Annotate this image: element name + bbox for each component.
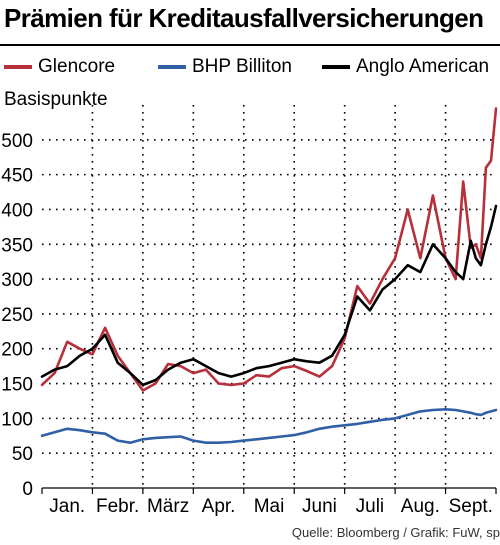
legend-swatch-glencore — [4, 65, 32, 69]
x-tick-label-8: Sept. — [449, 496, 493, 517]
source-note: Quelle: Bloomberg / Grafik: FuW, sp — [291, 525, 500, 540]
legend-item-glencore: Glencore — [4, 56, 115, 78]
x-tick-label-7: Aug. — [401, 496, 440, 517]
x-tick-label-6: Juli — [356, 496, 385, 517]
legend-swatch-anglo-american — [322, 65, 350, 69]
y-tick-label-100: 100 — [1, 409, 33, 430]
y-axis-label: Basispunkte — [4, 89, 108, 110]
y-tick-label-200: 200 — [1, 340, 33, 361]
series-line-anglo-american — [40, 204, 498, 387]
y-tick-label-500: 500 — [1, 131, 33, 152]
legend: Glencore BHP Billiton Anglo American — [0, 56, 500, 80]
title-rule — [0, 44, 500, 46]
series-line-glencore — [40, 107, 498, 392]
legend-label-bhp-billiton: BHP Billiton — [192, 56, 292, 77]
legend-label-glencore: Glencore — [38, 56, 116, 77]
x-tick-label-0: Jan. — [49, 496, 85, 517]
y-tick-label-350: 350 — [1, 235, 33, 256]
y-tick-label-50: 50 — [12, 444, 33, 465]
x-tick-label-1: Febr. — [96, 496, 139, 517]
legend-item-anglo-american: Anglo American — [322, 56, 489, 78]
y-tick-label-450: 450 — [1, 166, 33, 187]
legend-label-anglo-american: Anglo American — [356, 56, 490, 77]
chart-title: Prämien für Kreditausfallversicherungen — [4, 3, 484, 33]
y-tick-label-300: 300 — [1, 270, 33, 291]
x-tick-label-3: Apr. — [202, 496, 236, 517]
y-tick-label-150: 150 — [1, 375, 33, 396]
legend-item-bhp-billiton: BHP Billiton — [158, 56, 292, 78]
legend-swatch-bhp-billiton — [158, 65, 186, 69]
x-tick-label-5: Juni — [302, 496, 337, 517]
y-tick-label-400: 400 — [1, 200, 33, 221]
x-tick-label-2: März — [147, 496, 189, 517]
series-line-bhp-billiton — [40, 407, 498, 445]
x-tick-label-4: Mai — [254, 496, 285, 517]
y-tick-label-0: 0 — [22, 479, 33, 500]
y-tick-label-250: 250 — [1, 305, 33, 326]
